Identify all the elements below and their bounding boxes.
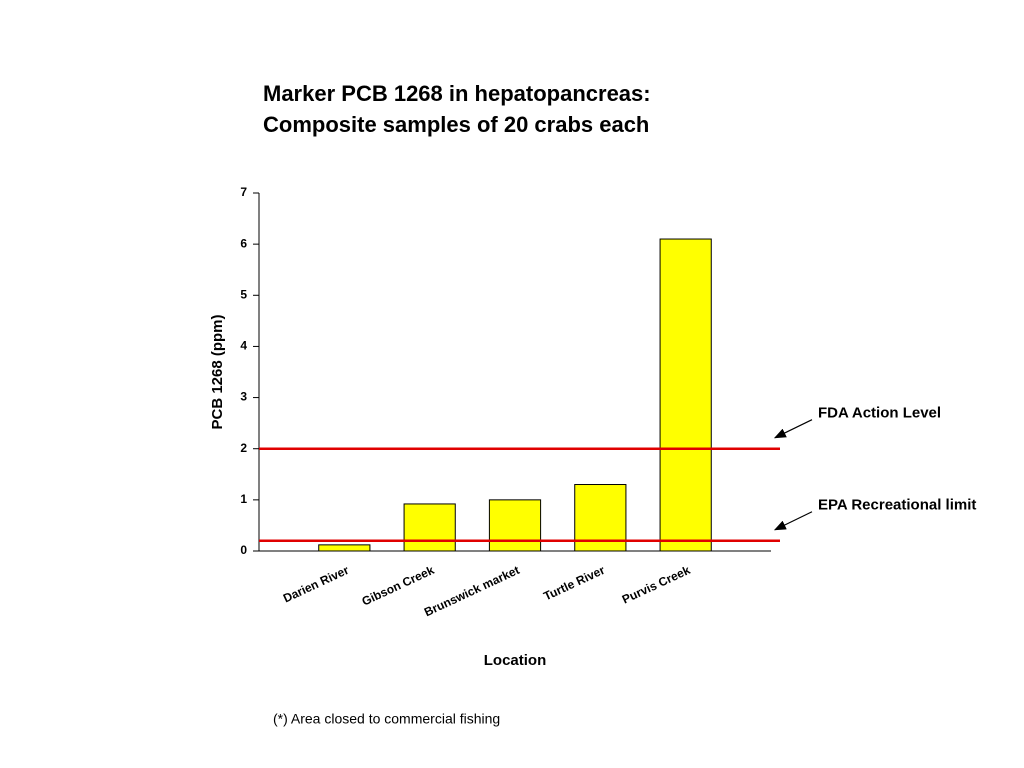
y-tick-label: 1 (240, 492, 247, 506)
x-axis-title: Location (484, 652, 547, 669)
x-tick-label: Darien River (281, 563, 351, 606)
reference-label: FDA Action Level (818, 405, 941, 422)
y-tick-label: 7 (240, 185, 247, 199)
footnote: (*) Area closed to commercial fishing (273, 711, 500, 727)
chart-title-line: Composite samples of 20 crabs each (263, 112, 649, 137)
y-tick-label: 6 (240, 236, 247, 250)
x-tick-label: Turtle River (541, 563, 607, 604)
y-tick-label: 0 (240, 543, 247, 557)
bar (659, 238, 712, 552)
y-tick-label: 2 (240, 441, 247, 455)
bar (403, 503, 456, 552)
reference-label: EPA Recreational limit (818, 497, 976, 514)
y-tick-label: 5 (240, 287, 247, 301)
bar (488, 499, 542, 552)
y-tick-label: 3 (240, 390, 247, 404)
annotation-arrow (773, 511, 813, 531)
y-axis-title: PCB 1268 (ppm) (209, 314, 226, 429)
annotation-arrow (773, 419, 813, 439)
chart-title-line: Marker PCB 1268 in hepatopancreas: (263, 81, 651, 106)
x-tick-label: Purvis Creek (620, 563, 693, 607)
bar (318, 544, 371, 552)
y-tick-label: 4 (240, 339, 247, 353)
x-tick-label: Gibson Creek (360, 563, 437, 609)
x-tick-label: Brunswick market (422, 563, 522, 619)
